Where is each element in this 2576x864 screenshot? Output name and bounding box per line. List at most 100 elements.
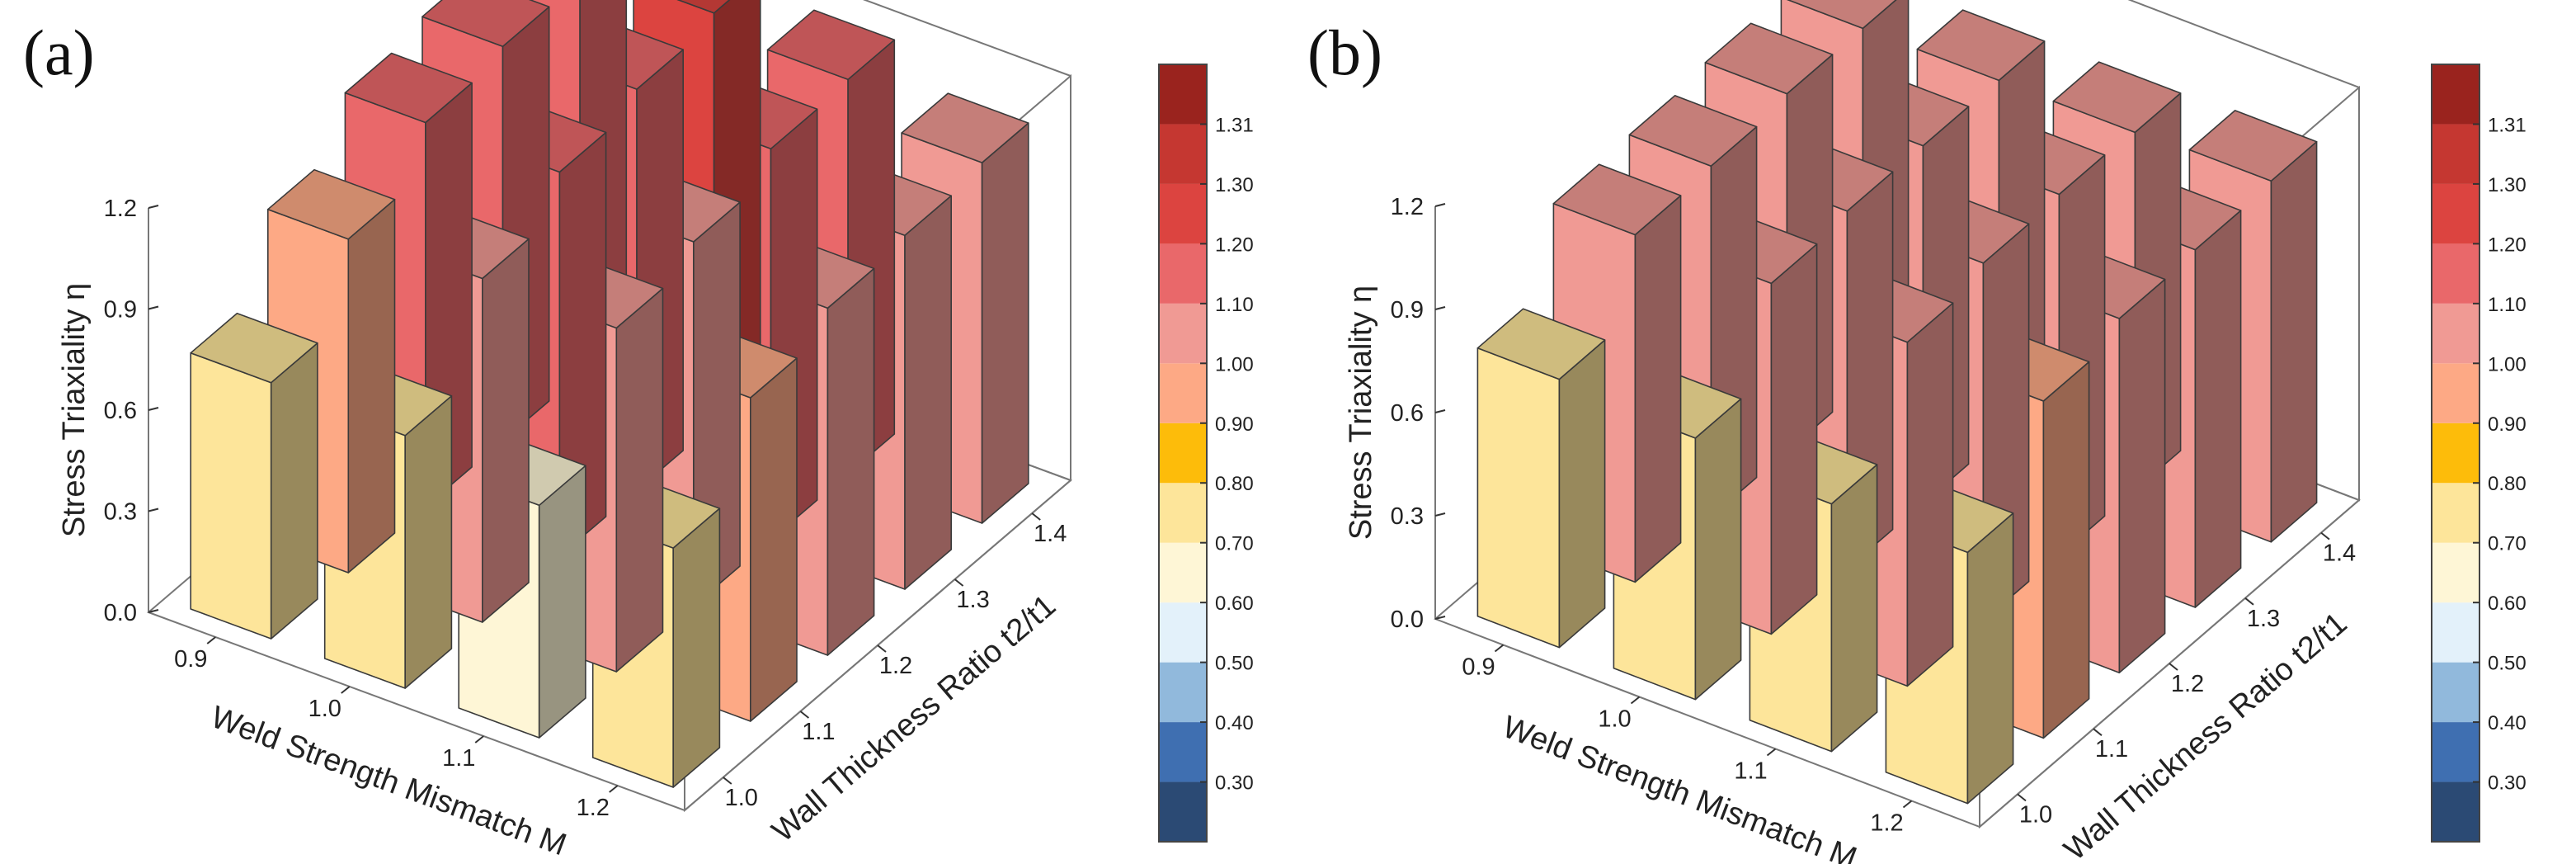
colorbar-segment	[1159, 542, 1207, 603]
bar-front-face	[190, 352, 272, 640]
bar-top-face	[266, 168, 396, 240]
z-tick-mark	[1434, 306, 1446, 310]
y-tick-mark	[2320, 531, 2330, 541]
y-tick-mark	[2017, 793, 2027, 802]
bar-top-face	[1704, 22, 1834, 95]
z-tick-mark	[148, 609, 159, 613]
z-tick-mark	[148, 205, 159, 209]
colorbar-segment	[2432, 483, 2479, 543]
y-tick-mark	[2244, 597, 2254, 606]
y-tick-mark	[954, 578, 964, 587]
x-tick-mark	[206, 636, 216, 644]
colorbar-segment	[2432, 303, 2479, 364]
bar-side-face	[1966, 512, 2014, 805]
panel-label: (b)	[1307, 17, 1382, 88]
bar-top-face	[1552, 163, 1682, 236]
colorbar-tick-label: 0.30	[1215, 772, 1254, 795]
y-tick-label: 1.0	[2019, 801, 2052, 828]
colorbar-tick-label: 1.20	[2488, 234, 2527, 256]
bar-top-face	[1916, 9, 2046, 82]
z-tick-label: 0.3	[1391, 503, 1424, 530]
bar-side-face	[1558, 339, 1606, 649]
x-tick-label: 1.2	[1870, 810, 1903, 837]
bar	[1476, 308, 1606, 649]
y-tick-label: 1.2	[2171, 671, 2204, 697]
x-tick-label: 1.2	[577, 795, 610, 821]
bar-side-face	[1694, 398, 1742, 701]
colorbar-segment	[1159, 781, 1207, 842]
x-tick-label: 1.0	[308, 696, 341, 722]
colorbar-tick-label: 1.31	[2488, 114, 2527, 136]
z-axis-title: Stress Triaxiality η	[1344, 286, 1378, 540]
bar-side-face	[672, 508, 721, 788]
colorbar-segment	[2432, 662, 2479, 723]
y-tick-mark	[799, 711, 810, 719]
bar-top-face	[2052, 61, 2182, 134]
colorbar-segment	[1159, 183, 1207, 244]
colorbar-tick-label: 0.40	[2488, 712, 2527, 734]
x-tick-mark	[341, 686, 351, 694]
colorbar-segment	[1159, 303, 1207, 364]
bar-top-face	[1628, 95, 1758, 167]
z-tick-label: 0.0	[104, 600, 137, 626]
colorbar-tick-label: 0.80	[1215, 473, 1254, 495]
x-tick-label: 1.0	[1598, 706, 1631, 733]
colorbar-segment	[1159, 363, 1207, 423]
colorbar-tick-label: 0.70	[1215, 533, 1254, 555]
bar-front-face	[1476, 347, 1561, 649]
x-tick-mark	[1630, 696, 1641, 705]
panel-label: (a)	[23, 17, 95, 88]
bar-top-face	[901, 92, 1029, 163]
colorbar-tick-label: 0.50	[2488, 653, 2527, 675]
colorbar-tick-label: 1.20	[1215, 234, 1254, 256]
colorbar-segment	[2432, 243, 2479, 304]
colorbar-tick-label: 1.10	[2488, 294, 2527, 316]
colorbar-tick-label: 0.80	[2488, 473, 2527, 495]
z-tick-label: 0.6	[1391, 400, 1424, 427]
z-tick-mark	[1434, 616, 1446, 620]
colorbar-tick-label: 0.30	[2488, 772, 2527, 795]
colorbar-tick-label: 1.00	[1215, 353, 1254, 375]
colorbar-tick-label: 1.31	[1215, 114, 1254, 136]
z-tick-label: 1.2	[104, 196, 137, 222]
bar-side-face	[347, 198, 396, 574]
colorbar-tick-label: 1.30	[1215, 174, 1254, 196]
z-tick-mark	[148, 305, 159, 310]
y-tick-label: 1.3	[956, 587, 989, 613]
bar-side-face	[826, 267, 875, 656]
bar-top-face	[190, 312, 318, 384]
y-tick-mark	[1031, 512, 1041, 521]
bar-top-face	[421, 0, 550, 48]
y-tick-label: 1.2	[879, 653, 912, 679]
bar-side-face	[749, 357, 798, 722]
colorbar-segment	[2432, 64, 2479, 125]
colorbar-segment	[1159, 602, 1207, 663]
colorbar-tick-label: 0.60	[1215, 593, 1254, 615]
colorbar-tick-label: 1.10	[1215, 294, 1254, 316]
colorbar-segment	[2432, 183, 2479, 244]
colorbar-tick-label: 1.30	[2488, 174, 2527, 196]
bar-top-face	[676, 0, 731, 14]
bar-side-face	[1830, 464, 1878, 753]
z-tick-mark	[1434, 512, 1446, 517]
colorbar-tick-label: 0.90	[1215, 413, 1254, 436]
colorbar-segment	[1159, 722, 1207, 782]
colorbar-segment	[2432, 602, 2479, 663]
colorbar-border	[1158, 64, 1208, 843]
bar-top-face	[1787, 0, 1897, 30]
z-tick-label: 1.2	[1391, 194, 1424, 220]
bar-top-face	[2188, 110, 2318, 182]
x-tick-mark	[474, 735, 484, 744]
colorbar-tick-label: 0.70	[2488, 533, 2527, 555]
bar-side-face	[404, 394, 453, 689]
y-tick-mark	[723, 777, 732, 785]
bar-side-face	[2270, 140, 2318, 543]
colorbar-tick-label: 0.50	[1215, 653, 1254, 675]
x-tick-mark	[609, 785, 619, 793]
colorbar-segment	[2432, 722, 2479, 782]
z-tick-label: 0.3	[104, 499, 137, 526]
z-axis-title: Stress Triaxiality η	[57, 283, 92, 537]
x-tick-label: 0.9	[1462, 654, 1495, 681]
z-tick-label: 0.6	[104, 398, 137, 424]
